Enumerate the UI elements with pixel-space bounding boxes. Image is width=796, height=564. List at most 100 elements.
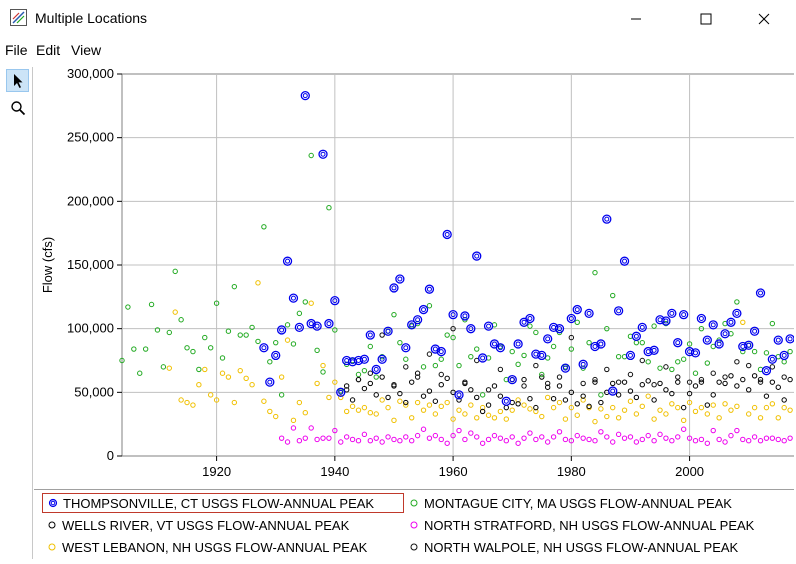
data-point-montague[interactable] — [261, 224, 267, 230]
data-point-montague[interactable] — [172, 268, 178, 275]
data-point-montague[interactable] — [302, 299, 308, 305]
data-point-west-lebanon[interactable] — [544, 394, 551, 401]
data-point-montague[interactable] — [645, 359, 651, 365]
data-point-montague[interactable] — [296, 310, 303, 317]
data-point-north-walpole[interactable] — [734, 359, 740, 365]
data-point-montague[interactable] — [391, 311, 397, 318]
scatter-chart[interactable]: 1920 1940 1960 1980 2000 0 50,000 100,000 150,00… — [34, 66, 796, 487]
data-point-wells-river[interactable] — [669, 390, 675, 397]
data-point-wells-river[interactable] — [716, 379, 722, 385]
data-point-west-lebanon[interactable] — [728, 407, 734, 413]
data-point-north-walpole[interactable] — [556, 374, 563, 380]
data-point-west-lebanon[interactable] — [521, 402, 527, 408]
data-point-montague[interactable] — [456, 362, 462, 369]
data-point-thompsonville[interactable] — [288, 293, 299, 303]
select-tool-button[interactable] — [6, 69, 29, 92]
data-point-west-lebanon[interactable] — [261, 398, 267, 404]
data-point-thompsonville[interactable] — [430, 344, 441, 354]
data-point-west-lebanon[interactable] — [414, 399, 421, 406]
data-point-montague[interactable] — [125, 304, 131, 310]
data-point-west-lebanon[interactable] — [746, 411, 752, 417]
data-point-north-walpole[interactable] — [450, 325, 456, 332]
data-point-wells-river[interactable] — [444, 375, 450, 382]
data-point-west-lebanon[interactable] — [663, 411, 669, 417]
data-point-west-lebanon[interactable] — [296, 399, 303, 406]
data-point-thompsonville[interactable] — [454, 390, 464, 400]
data-point-north-walpole[interactable] — [615, 379, 622, 385]
data-point-north-walpole[interactable] — [379, 332, 385, 338]
data-point-wells-river[interactable] — [474, 394, 480, 401]
data-point-thompsonville[interactable] — [259, 343, 269, 353]
data-point-north-stratford[interactable] — [450, 432, 456, 439]
data-point-west-lebanon[interactable] — [308, 300, 314, 306]
data-point-north-stratford[interactable] — [343, 434, 350, 440]
data-point-west-lebanon[interactable] — [196, 381, 202, 388]
legend-item-north-walpole[interactable]: NORTH WALPOLE, NH USGS FLOW-ANNUAL PEAK — [404, 537, 789, 557]
data-point-montague[interactable] — [213, 300, 220, 306]
data-point-thompsonville[interactable] — [625, 350, 636, 361]
data-point-north-stratford[interactable] — [698, 436, 705, 443]
data-point-montague[interactable] — [420, 364, 427, 370]
data-point-montague[interactable] — [249, 324, 255, 331]
data-point-north-stratford[interactable] — [521, 435, 527, 441]
data-point-montague[interactable] — [604, 325, 610, 332]
data-point-west-lebanon[interactable] — [686, 399, 693, 406]
data-point-montague[interactable] — [308, 152, 314, 159]
data-point-west-lebanon[interactable] — [550, 404, 557, 411]
data-point-north-stratford[interactable] — [338, 439, 344, 445]
data-point-thompsonville[interactable] — [282, 256, 293, 266]
data-point-wells-river[interactable] — [468, 387, 474, 393]
data-point-north-stratford[interactable] — [556, 429, 563, 435]
data-point-thompsonville[interactable] — [424, 284, 435, 294]
data-point-west-lebanon[interactable] — [403, 402, 409, 408]
data-point-west-lebanon[interactable] — [432, 411, 439, 417]
data-point-wells-river[interactable] — [414, 370, 421, 376]
data-point-west-lebanon[interactable] — [290, 417, 297, 424]
data-point-montague[interactable] — [680, 356, 687, 362]
menu-file[interactable]: File — [5, 42, 28, 58]
data-point-montague[interactable] — [686, 341, 693, 347]
data-point-wells-river[interactable] — [527, 396, 533, 402]
data-point-thompsonville[interactable] — [300, 90, 310, 101]
data-point-thompsonville[interactable] — [312, 321, 322, 331]
data-point-thompsonville[interactable] — [513, 339, 523, 349]
data-point-montague[interactable] — [148, 301, 155, 308]
data-point-thompsonville[interactable] — [412, 315, 423, 325]
data-point-thompsonville[interactable] — [336, 387, 346, 397]
data-point-thompsonville[interactable] — [696, 313, 707, 324]
data-point-thompsonville[interactable] — [566, 313, 576, 324]
data-point-montague[interactable] — [704, 360, 711, 366]
data-point-north-stratford[interactable] — [326, 435, 332, 441]
data-point-north-walpole[interactable] — [544, 380, 551, 387]
data-point-wells-river[interactable] — [349, 397, 356, 403]
data-point-thompsonville[interactable] — [306, 318, 316, 329]
data-point-montague[interactable] — [675, 359, 681, 365]
menu-view[interactable]: View — [71, 42, 102, 58]
data-point-wells-river[interactable] — [361, 385, 368, 392]
maximize-button[interactable] — [683, 0, 729, 38]
data-point-thompsonville[interactable] — [442, 229, 452, 240]
data-point-thompsonville[interactable] — [560, 363, 571, 373]
data-point-west-lebanon[interactable] — [610, 404, 616, 411]
data-point-thompsonville[interactable] — [501, 396, 511, 406]
data-point-thompsonville[interactable] — [377, 354, 387, 364]
data-point-thompsonville[interactable] — [749, 326, 760, 336]
data-point-north-walpole[interactable] — [580, 380, 586, 387]
data-point-montague[interactable] — [769, 320, 776, 327]
data-point-thompsonville[interactable] — [330, 296, 340, 306]
data-point-montague[interactable] — [160, 364, 167, 370]
data-point-montague[interactable] — [651, 323, 657, 329]
data-point-north-walpole[interactable] — [485, 387, 492, 393]
data-point-north-walpole[interactable] — [746, 362, 752, 369]
data-point-montague[interactable] — [166, 329, 172, 336]
data-point-west-lebanon[interactable] — [627, 398, 634, 404]
data-point-thompsonville[interactable] — [584, 308, 594, 319]
data-point-thompsonville[interactable] — [708, 320, 718, 330]
data-point-thompsonville[interactable] — [596, 339, 606, 349]
data-point-north-stratford[interactable] — [385, 434, 391, 440]
data-point-west-lebanon[interactable] — [231, 399, 238, 406]
data-point-north-stratford[interactable] — [278, 435, 285, 441]
data-point-north-walpole[interactable] — [391, 381, 397, 388]
data-point-west-lebanon[interactable] — [604, 413, 610, 420]
data-point-west-lebanon[interactable] — [255, 280, 261, 286]
